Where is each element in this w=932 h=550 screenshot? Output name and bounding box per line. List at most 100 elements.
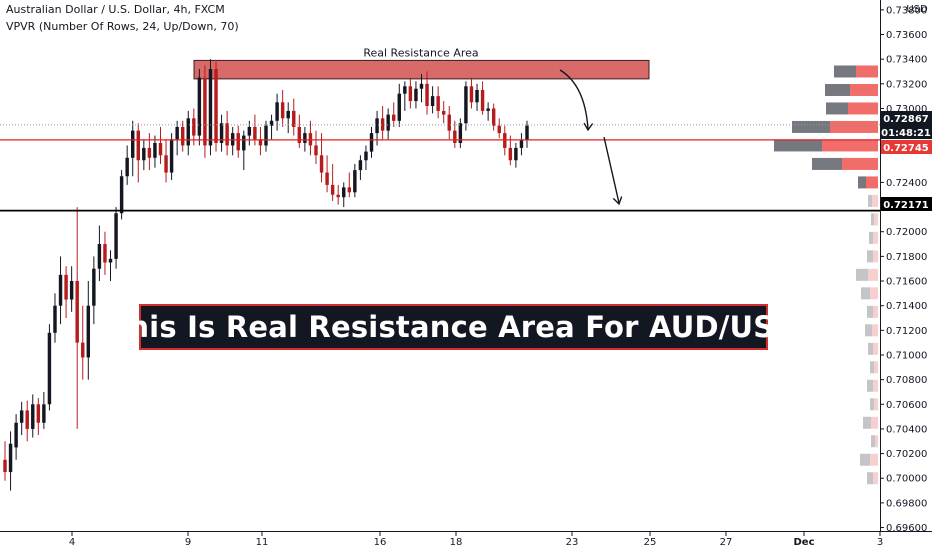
- volume-down-bar: [822, 139, 878, 152]
- candle-body: [314, 145, 318, 156]
- volume-down-bar: [848, 102, 878, 115]
- volume-down-bar: [866, 176, 878, 189]
- candle-body: [219, 123, 224, 143]
- candle-body: [14, 422, 18, 448]
- y-tick-label: 0.73200: [886, 79, 927, 90]
- volume-up-bar: [871, 435, 875, 448]
- volume-down-bar: [870, 453, 878, 466]
- candle-body: [347, 187, 352, 193]
- candle-body: [486, 108, 490, 111]
- y-tick-label: 0.69600: [886, 523, 927, 534]
- price-badge-label: 0.72745: [883, 143, 929, 154]
- volume-up-bar: [871, 213, 874, 226]
- candle-body: [403, 86, 407, 94]
- price-badge: [881, 140, 932, 154]
- candle-body: [197, 77, 202, 136]
- candle-body: [386, 114, 390, 131]
- candle-body: [119, 176, 124, 214]
- volume-up-bar: [867, 472, 873, 485]
- candle-body: [497, 125, 501, 134]
- candle-body: [169, 139, 174, 173]
- volume-up-bar: [867, 379, 873, 392]
- volume-down-bar: [873, 305, 878, 318]
- volume-up-bar: [860, 453, 870, 466]
- candle-body: [392, 114, 396, 121]
- arrow-head: [583, 122, 594, 132]
- candle-body: [514, 147, 518, 161]
- candle-body: [164, 155, 168, 173]
- candle-body: [142, 147, 146, 161]
- candle-body: [319, 155, 324, 173]
- candle-body: [358, 160, 363, 171]
- candle-body: [208, 69, 213, 146]
- candle-body: [97, 244, 102, 269]
- candle-body: [453, 130, 457, 143]
- candle-body: [136, 130, 140, 161]
- candle-body: [264, 125, 268, 146]
- y-tick-label: 0.73800: [886, 5, 927, 16]
- candle-body: [86, 305, 91, 358]
- candle-body: [3, 459, 7, 473]
- candle-body: [192, 118, 196, 136]
- candle-body: [469, 86, 474, 103]
- x-tick-label: 9: [185, 537, 191, 548]
- volume-down-bar: [873, 231, 878, 244]
- candle-body: [31, 404, 35, 429]
- candle-body: [53, 305, 57, 333]
- volume-up-bar: [812, 157, 842, 170]
- candle-body: [153, 142, 157, 158]
- volume-down-bar: [873, 250, 878, 263]
- volume-down-bar: [874, 213, 878, 226]
- price-badge: [881, 197, 932, 211]
- candle-body: [408, 86, 413, 102]
- candle-body: [525, 125, 529, 141]
- candle-body: [186, 118, 190, 146]
- candle-body: [147, 147, 152, 158]
- volume-down-bar: [850, 83, 878, 96]
- candle-body: [253, 126, 257, 140]
- volume-up-bar: [826, 102, 848, 115]
- volume-up-bar: [869, 231, 873, 244]
- y-tick-label: 0.70600: [886, 400, 927, 411]
- volume-up-bar: [870, 398, 874, 411]
- arrow-head: [612, 196, 623, 206]
- volume-up-bar: [792, 120, 830, 133]
- volume-down-bar: [874, 398, 878, 411]
- candle-body: [430, 96, 435, 106]
- candle-body: [369, 133, 374, 152]
- volume-up-bar: [863, 416, 871, 429]
- candle-body: [303, 133, 307, 143]
- price-badge-label: 01:48:21: [881, 128, 931, 139]
- candle-body: [414, 88, 418, 102]
- candle-body: [214, 69, 218, 143]
- candle-body: [491, 108, 496, 126]
- candle-body: [297, 126, 302, 143]
- y-tick-label: 0.70200: [886, 449, 927, 460]
- chart-title: Australian Dollar / U.S. Dollar, 4h, FXC…: [6, 3, 225, 16]
- candle-body: [425, 83, 429, 106]
- candle-body: [286, 110, 290, 119]
- volume-up-bar: [868, 342, 873, 355]
- candle-body: [380, 118, 385, 131]
- candle-body: [458, 123, 463, 143]
- x-tick-label: 18: [450, 537, 463, 548]
- candle-body: [203, 77, 207, 146]
- volume-down-bar: [830, 120, 878, 133]
- price-axis-bg: [880, 0, 932, 550]
- curved-arrow: [559, 69, 589, 130]
- y-tick-label: 0.73600: [886, 30, 927, 41]
- candle-body: [81, 342, 85, 358]
- candle-body: [92, 268, 96, 306]
- candle-body: [336, 194, 340, 198]
- volume-down-bar: [868, 268, 878, 281]
- volume-down-bar: [871, 416, 878, 429]
- candle-body: [69, 281, 74, 300]
- currency-label: USD: [906, 4, 928, 15]
- candle-body: [464, 86, 468, 124]
- candle-body: [419, 83, 424, 89]
- candle-body: [19, 410, 24, 423]
- candle-body: [503, 133, 507, 148]
- candle-body: [247, 126, 252, 136]
